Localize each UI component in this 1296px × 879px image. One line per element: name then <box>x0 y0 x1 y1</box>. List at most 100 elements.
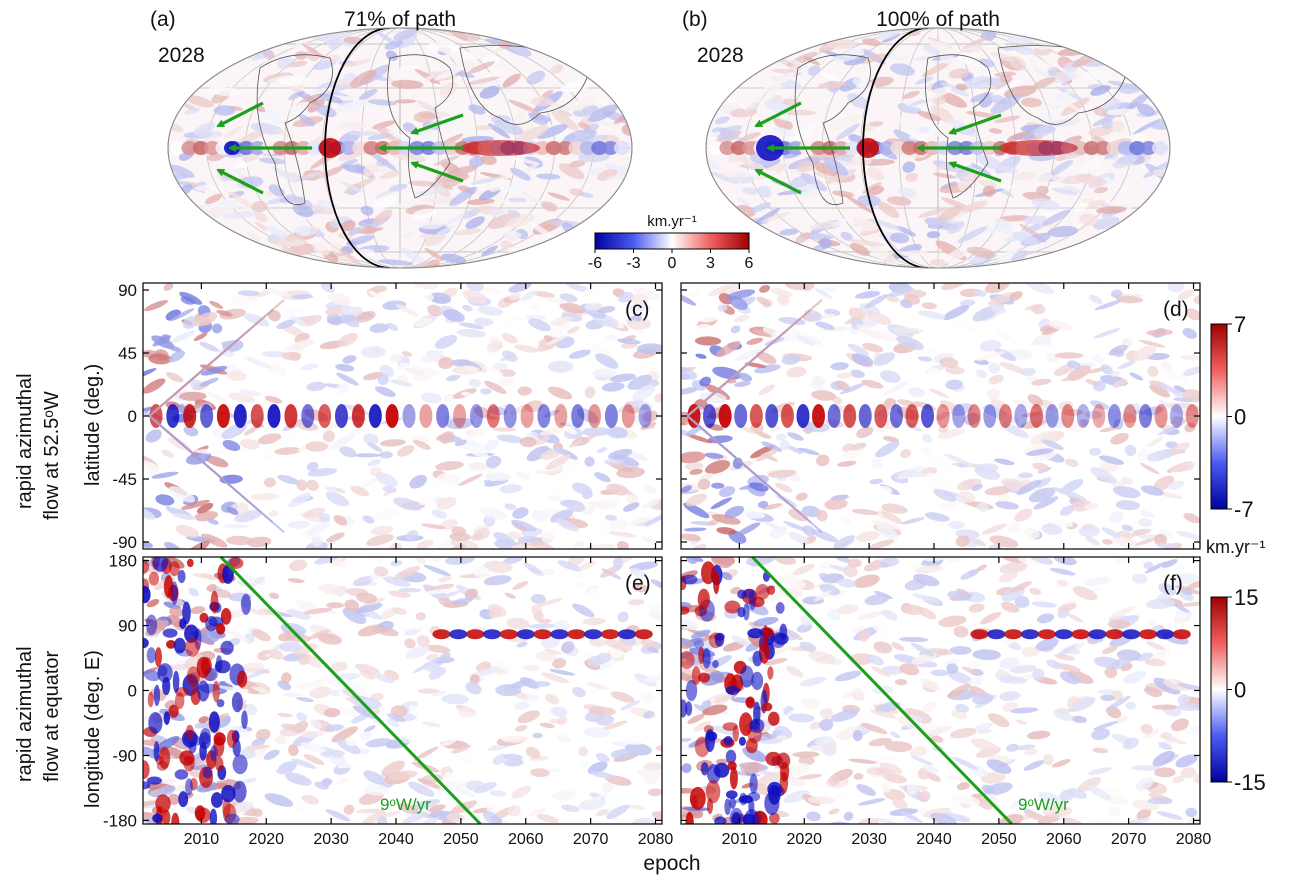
positive-blob <box>936 404 950 428</box>
map-texture <box>1101 117 1114 130</box>
map-texture <box>706 156 721 170</box>
texture-blob <box>884 741 913 753</box>
texture-blob <box>441 693 469 705</box>
negative-blob <box>1107 404 1121 428</box>
texture-blob <box>362 811 387 824</box>
texture-blob <box>375 386 396 397</box>
x-axis-title: epoch <box>643 852 700 875</box>
texture-blob <box>1078 398 1089 406</box>
texture-blob <box>947 683 971 699</box>
map-colorbar-tick-label: 0 <box>668 255 677 272</box>
positive-blob <box>222 798 231 818</box>
texture-blob <box>413 439 431 450</box>
texture-blob <box>882 773 908 784</box>
positive-blob <box>1092 404 1106 428</box>
texture-blob <box>386 718 400 728</box>
map-texture <box>439 82 458 97</box>
texture-blob <box>868 737 892 747</box>
streak <box>148 415 285 533</box>
map-texture <box>902 161 916 173</box>
texture-blob <box>1135 652 1154 662</box>
map-texture <box>502 73 521 88</box>
texture-blob <box>377 373 389 386</box>
heatmap-c: (c) <box>142 282 663 550</box>
equatorial-band <box>340 141 357 155</box>
texture-blob <box>916 606 937 620</box>
texture-blob <box>640 421 657 431</box>
equatorial-band <box>1117 141 1134 155</box>
texture-blob <box>1035 477 1052 488</box>
negative-blob <box>747 791 761 802</box>
texture-blob <box>566 326 581 334</box>
texture-blob <box>541 531 555 544</box>
map-texture <box>890 63 915 76</box>
y-tick-label: 90 <box>118 617 137 636</box>
positive-blob <box>250 404 264 428</box>
texture-blob <box>1135 777 1154 791</box>
texture-blob <box>325 486 341 493</box>
texture-blob <box>987 713 1010 728</box>
texture-blob <box>196 502 214 514</box>
texture-blob <box>1160 732 1172 740</box>
texture-blob <box>626 515 654 526</box>
texture-blob <box>431 691 446 697</box>
texture-blob <box>818 573 833 583</box>
map-texture <box>1094 186 1109 194</box>
texture-blob <box>529 304 540 310</box>
map-texture <box>757 185 772 198</box>
heatmap-e-content <box>143 557 662 824</box>
negative-blob <box>952 404 966 428</box>
texture-blob <box>999 676 1027 684</box>
texture-blob <box>496 434 524 443</box>
texture-blob <box>342 607 367 625</box>
texture-blob <box>1154 533 1167 546</box>
map-texture <box>1088 199 1106 208</box>
texture-blob <box>681 618 699 631</box>
texture-blob <box>216 309 233 317</box>
texture-blob <box>757 500 769 509</box>
negative-blob <box>753 701 761 726</box>
texture-blob <box>168 486 196 503</box>
positive-blob <box>466 629 485 640</box>
texture-blob <box>477 306 504 316</box>
texture-blob <box>1115 557 1132 563</box>
texture-blob <box>702 704 728 716</box>
texture-blob <box>1121 524 1134 532</box>
positive-blob <box>554 404 568 428</box>
map-panel-b <box>705 27 1171 269</box>
negative-blob <box>162 676 171 696</box>
map-texture <box>744 102 759 112</box>
map-texture <box>1052 91 1072 102</box>
texture-blob <box>756 351 777 365</box>
texture-blob <box>959 299 976 307</box>
map-texture <box>823 157 849 176</box>
positive-blob <box>216 404 230 428</box>
positive-blob <box>588 404 601 428</box>
negative-blob <box>729 797 736 809</box>
equatorial-band <box>602 141 619 155</box>
texture-blob <box>841 686 863 700</box>
positive-blob <box>226 729 237 749</box>
texture-blob <box>398 587 422 593</box>
texture-blob <box>167 793 180 805</box>
map-texture <box>847 93 869 109</box>
texture-blob <box>938 425 949 433</box>
texture-blob <box>704 692 733 707</box>
map-texture <box>467 61 495 74</box>
equatorial-band <box>170 141 186 155</box>
colorbar-tick-label: -7 <box>1234 497 1254 522</box>
texture-blob <box>1158 383 1180 395</box>
texture-blob <box>266 435 294 452</box>
texture-blob <box>1179 402 1200 412</box>
negative-blob <box>1088 629 1107 640</box>
texture-blob <box>1066 360 1081 370</box>
texture-blob <box>595 353 619 369</box>
texture-blob <box>405 530 419 541</box>
texture-blob <box>835 380 851 392</box>
texture-blob <box>608 519 629 531</box>
map-texture <box>1093 107 1108 117</box>
texture-blob <box>1157 423 1184 436</box>
texture-blob <box>833 535 856 549</box>
texture-blob <box>1088 294 1103 304</box>
texture-blob <box>1099 426 1119 433</box>
